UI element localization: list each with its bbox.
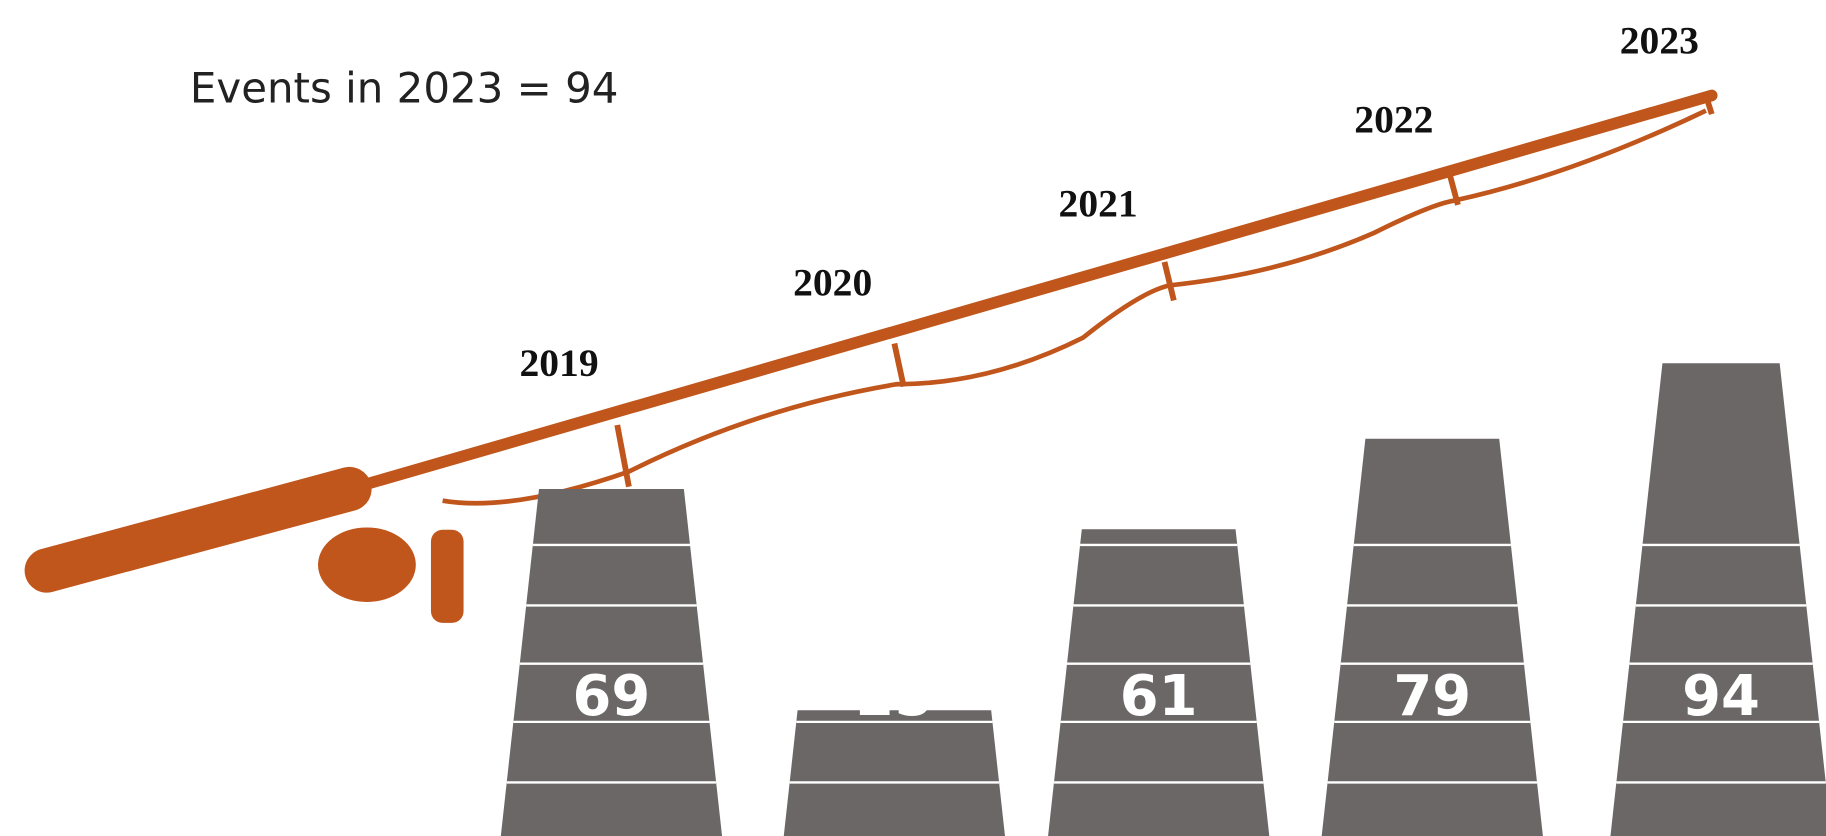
bar [1321,438,1543,836]
value-label: 79 [1393,664,1471,729]
value-label: 61 [1120,664,1198,729]
year-label: 2020 [793,261,872,305]
rod-guide [614,424,632,488]
year-label: 2021 [1059,182,1138,226]
rod-guide [1161,261,1177,302]
value-label: 94 [1682,664,1760,729]
fishing-rod [24,89,1718,623]
year-label: 2022 [1354,98,1433,142]
rod-guide [891,342,907,388]
value-label: 25 [855,664,933,729]
rod-guide [1446,173,1461,206]
value-label: 69 [573,664,651,729]
bar [1610,363,1826,836]
chart-title: Events in 2023 = 94 [190,63,618,112]
rod-guide [1703,94,1715,115]
bar [500,489,723,836]
bar [783,710,1005,836]
year-label: 2023 [1620,19,1699,63]
year-label: 2019 [519,341,598,385]
